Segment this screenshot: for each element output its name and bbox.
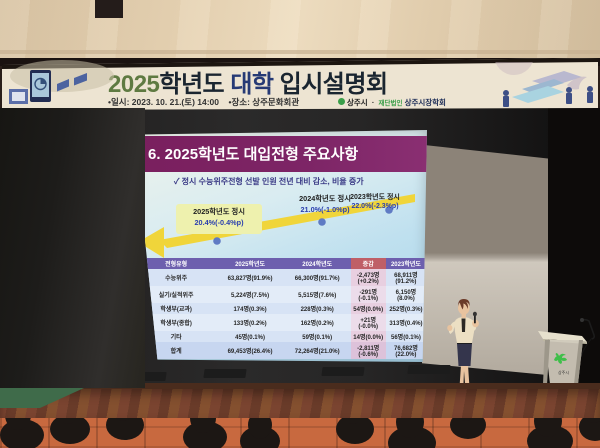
svg-text:상주시: 상주시	[558, 369, 569, 375]
